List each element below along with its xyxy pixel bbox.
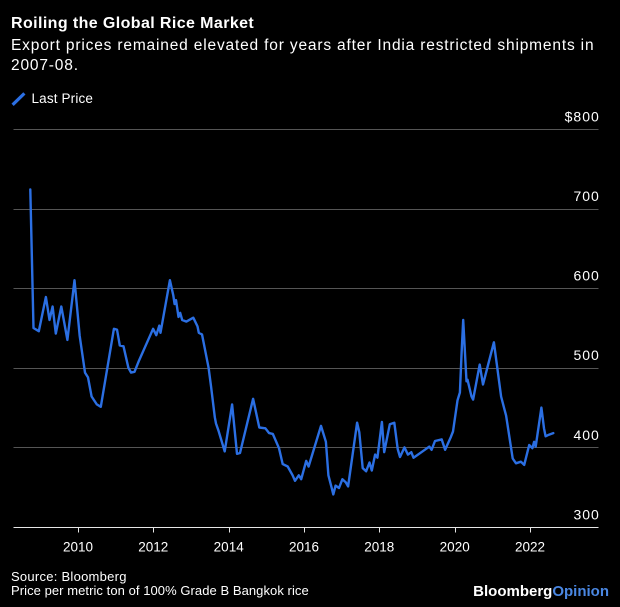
svg-text:$800: $800 [565,109,600,125]
svg-text:700: 700 [573,188,599,204]
svg-text:2016: 2016 [289,540,319,555]
svg-text:2018: 2018 [364,540,394,555]
svg-text:400: 400 [573,427,599,443]
svg-text:500: 500 [573,347,599,363]
svg-text:2014: 2014 [214,540,245,555]
svg-text:300: 300 [573,507,599,523]
svg-text:600: 600 [573,268,599,284]
svg-text:2012: 2012 [138,540,168,555]
svg-text:2022: 2022 [515,540,545,555]
svg-text:2010: 2010 [63,540,93,555]
svg-text:2020: 2020 [440,540,470,555]
